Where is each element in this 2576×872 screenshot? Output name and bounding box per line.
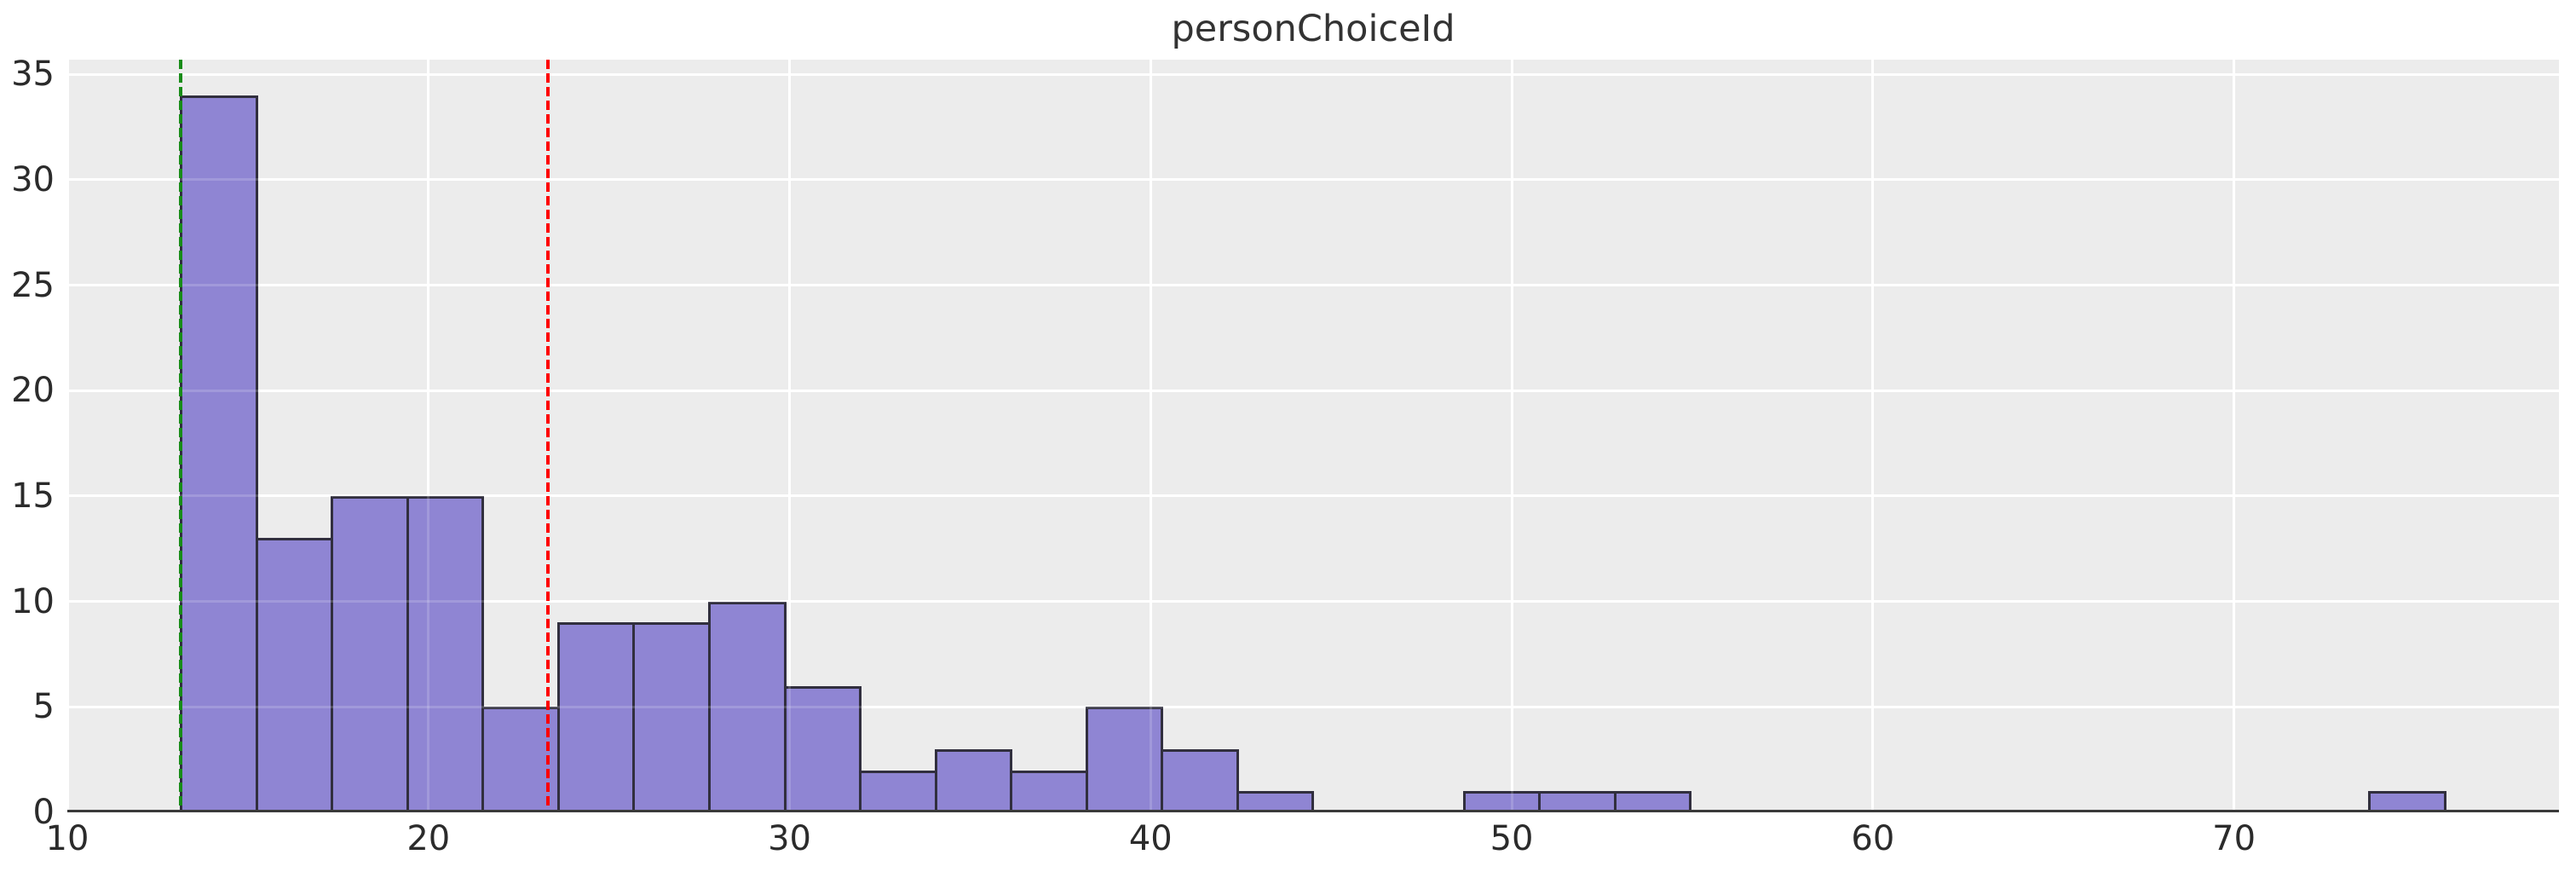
y-gridline: [67, 72, 2559, 76]
histogram-bar: [331, 496, 409, 812]
y-tick-label: 15: [11, 476, 55, 516]
y-gridline: [67, 494, 2559, 498]
x-tick-label: 30: [768, 819, 811, 858]
histogram-bar: [1085, 707, 1164, 812]
histogram-bar: [632, 622, 711, 812]
x-tick-label: 40: [1128, 819, 1173, 858]
histogram-bar: [1236, 791, 1315, 812]
y-gridline: [67, 705, 2559, 708]
histogram-bar: [2368, 791, 2446, 812]
reference-line: [545, 60, 550, 812]
x-gridline: [1149, 60, 1152, 812]
histogram-bar: [783, 685, 862, 812]
x-gridline: [788, 60, 792, 812]
x-gridline: [427, 60, 430, 812]
histogram-bar: [1161, 748, 1239, 812]
x-gridline: [427, 60, 430, 812]
y-gridline: [67, 600, 2559, 603]
y-gridline: [67, 494, 2559, 498]
x-axis-spine: [67, 810, 2559, 812]
x-gridline: [67, 60, 69, 812]
x-gridline: [2233, 60, 2236, 812]
histogram-bar: [1613, 791, 1692, 812]
chart-title: personChoiceId: [1171, 8, 1455, 50]
x-tick-label: 70: [2212, 819, 2256, 858]
x-gridline: [1510, 60, 1513, 812]
y-tick-label: 0: [32, 793, 55, 832]
x-gridline: [1149, 60, 1152, 812]
histogram-bar: [255, 538, 334, 812]
histogram-bar: [1462, 791, 1542, 812]
y-gridline: [67, 705, 2559, 708]
x-gridline: [67, 60, 69, 812]
x-tick-label: 60: [1851, 819, 1895, 858]
y-tick-label: 10: [11, 581, 55, 621]
x-tick-label: 50: [1490, 819, 1534, 858]
x-gridline: [1510, 60, 1513, 812]
plot-area: [67, 60, 2559, 812]
histogram-bar: [406, 496, 485, 812]
x-gridline: [1871, 60, 1875, 812]
y-tick-label: 30: [11, 159, 55, 199]
y-gridline: [67, 178, 2559, 182]
y-gridline: [67, 389, 2559, 392]
y-tick-label: 20: [11, 371, 55, 411]
x-tick-label: 20: [406, 819, 451, 858]
y-tick-label: 25: [11, 265, 55, 305]
histogram-bar: [556, 622, 636, 812]
y-gridline: [67, 389, 2559, 392]
histogram-bar: [1010, 770, 1088, 812]
histogram-bar: [707, 601, 787, 812]
histogram-bar: [934, 748, 1013, 812]
y-gridline: [67, 284, 2559, 287]
y-gridline: [67, 600, 2559, 603]
x-tick-label: 10: [45, 819, 89, 858]
x-gridline: [2233, 60, 2236, 812]
histogram-bar: [859, 770, 937, 812]
x-gridline: [788, 60, 792, 812]
y-gridline: [67, 284, 2559, 287]
reference-line: [179, 60, 183, 812]
y-tick-label: 5: [32, 687, 55, 727]
y-gridline: [67, 178, 2559, 182]
histogram-bar: [1538, 791, 1616, 812]
y-gridline: [67, 72, 2559, 76]
x-gridline: [1871, 60, 1875, 812]
y-tick-label: 35: [11, 55, 55, 95]
